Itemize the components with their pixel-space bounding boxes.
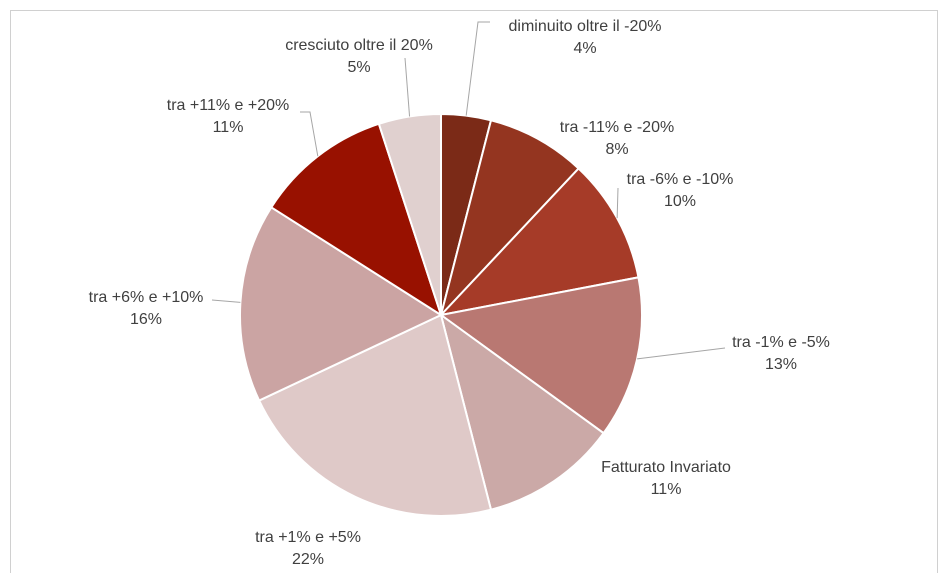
value-label: 16%: [130, 311, 162, 328]
slice-label: tra -11% e -20%: [560, 119, 674, 136]
pie-slice: [440, 119, 581, 316]
leader-line: [465, 21, 490, 116]
value-label: 10%: [664, 193, 696, 210]
slice-label: tra +11% e +20%: [167, 97, 289, 114]
value-label: 8%: [605, 141, 628, 158]
pie-slice: [438, 167, 640, 317]
pie-slice: [257, 313, 493, 517]
leader-line: [616, 187, 619, 219]
slice-label: tra -6% e -10%: [627, 171, 734, 188]
value-label: 11%: [651, 481, 682, 498]
value-label: 13%: [765, 356, 797, 373]
value-label: 22%: [292, 551, 324, 568]
value-label: 11%: [213, 119, 244, 136]
slice-label: tra +1% e +5%: [255, 529, 361, 546]
slice-label: cresciuto oltre il 20%: [285, 37, 433, 54]
slice-label: diminuito oltre il -20%: [509, 18, 662, 35]
pie-slice: [239, 205, 444, 402]
leader-line: [211, 299, 241, 303]
chart-frame: [10, 10, 938, 573]
pie-slice: [439, 312, 606, 511]
pie-slice: [269, 122, 443, 318]
leader-line: [300, 111, 319, 157]
value-label: 4%: [573, 40, 596, 57]
slice-label: Fatturato Invariato: [601, 459, 731, 476]
leader-line: [637, 347, 726, 360]
value-label: 5%: [347, 59, 370, 76]
leader-line: [404, 57, 411, 117]
slice-label: tra -1% e -5%: [732, 334, 830, 351]
pie-slice: [377, 112, 442, 316]
slice-label: tra +6% e +10%: [89, 289, 204, 306]
